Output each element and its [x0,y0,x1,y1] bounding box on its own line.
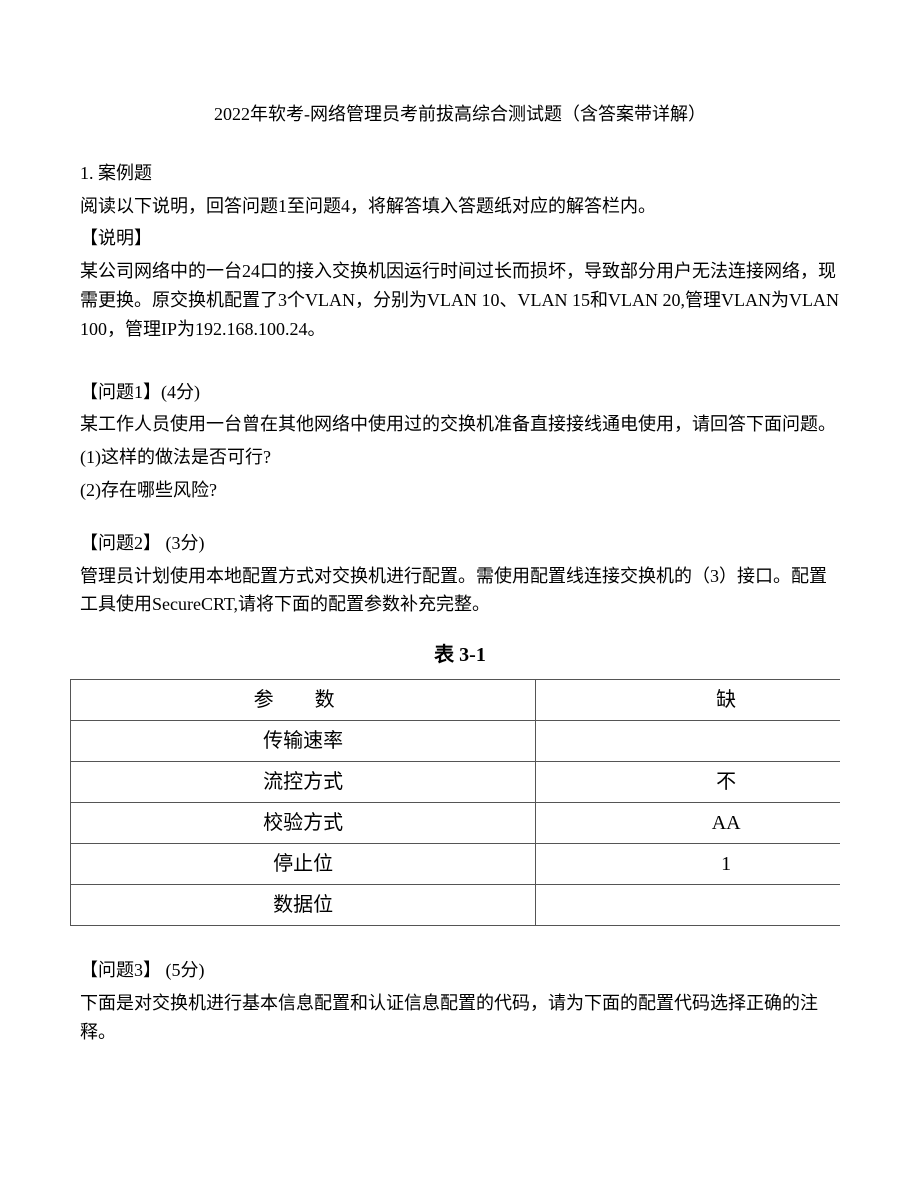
question-number: 1. 案例题 [80,159,840,188]
table-cell-param: 数据位 [71,885,536,926]
table-row: 数据位 [71,885,841,926]
table-row: 校验方式 AA [71,803,841,844]
table-row: 传输速率 [71,721,841,762]
table-caption: 表 3-1 [80,639,840,671]
table-cell-param: 停止位 [71,844,536,885]
desc-paragraph: 某公司网络中的一台24口的接入交换机因运行时间过长而损坏，导致部分用户无法连接网… [80,257,840,343]
table-cell-param: 传输速率 [71,721,536,762]
table-cell-value [536,885,840,926]
table-cell-value: 1 [536,844,840,885]
table-cell-param: 流控方式 [71,762,536,803]
parameter-table: 参 数 缺 传输速率 流控方式 不 校验方式 AA 停止位 1 数据位 [70,679,840,926]
table-row: 参 数 缺 [71,680,841,721]
question-intro: 阅读以下说明，回答问题1至问题4，将解答填入答题纸对应的解答栏内。 [80,192,840,221]
table-row: 流控方式 不 [71,762,841,803]
spacer [80,509,840,529]
problem1-line3: (2)存在哪些风险? [80,476,840,505]
spacer [80,348,840,378]
table-cell-value: AA [536,803,840,844]
table-row: 停止位 1 [71,844,841,885]
problem1-heading: 【问题1】(4分) [80,378,840,407]
problem3-heading: 【问题3】 (5分) [80,956,840,985]
desc-label: 【说明】 [80,224,840,253]
problem2-line1: 管理员计划使用本地配置方式对交换机进行配置。需使用配置线连接交换机的（3）接口。… [80,562,840,620]
table-cell-value: 不 [536,762,840,803]
problem3-line1: 下面是对交换机进行基本信息配置和认证信息配置的代码，请为下面的配置代码选择正确的… [80,989,840,1047]
table-cell-param: 校验方式 [71,803,536,844]
table-header-value: 缺 [536,680,840,721]
problem1-line2: (1)这样的做法是否可行? [80,443,840,472]
table-wrapper: 参 数 缺 传输速率 流控方式 不 校验方式 AA 停止位 1 数据位 [70,679,840,926]
table-cell-value [536,721,840,762]
problem1-line1: 某工作人员使用一台曾在其他网络中使用过的交换机准备直接接线通电使用，请回答下面问… [80,410,840,439]
page-title: 2022年软考-网络管理员考前拔高综合测试题（含答案带详解） [80,100,840,129]
problem2-heading: 【问题2】 (3分) [80,529,840,558]
spacer [80,926,840,956]
table-header-param: 参 数 [71,680,536,721]
